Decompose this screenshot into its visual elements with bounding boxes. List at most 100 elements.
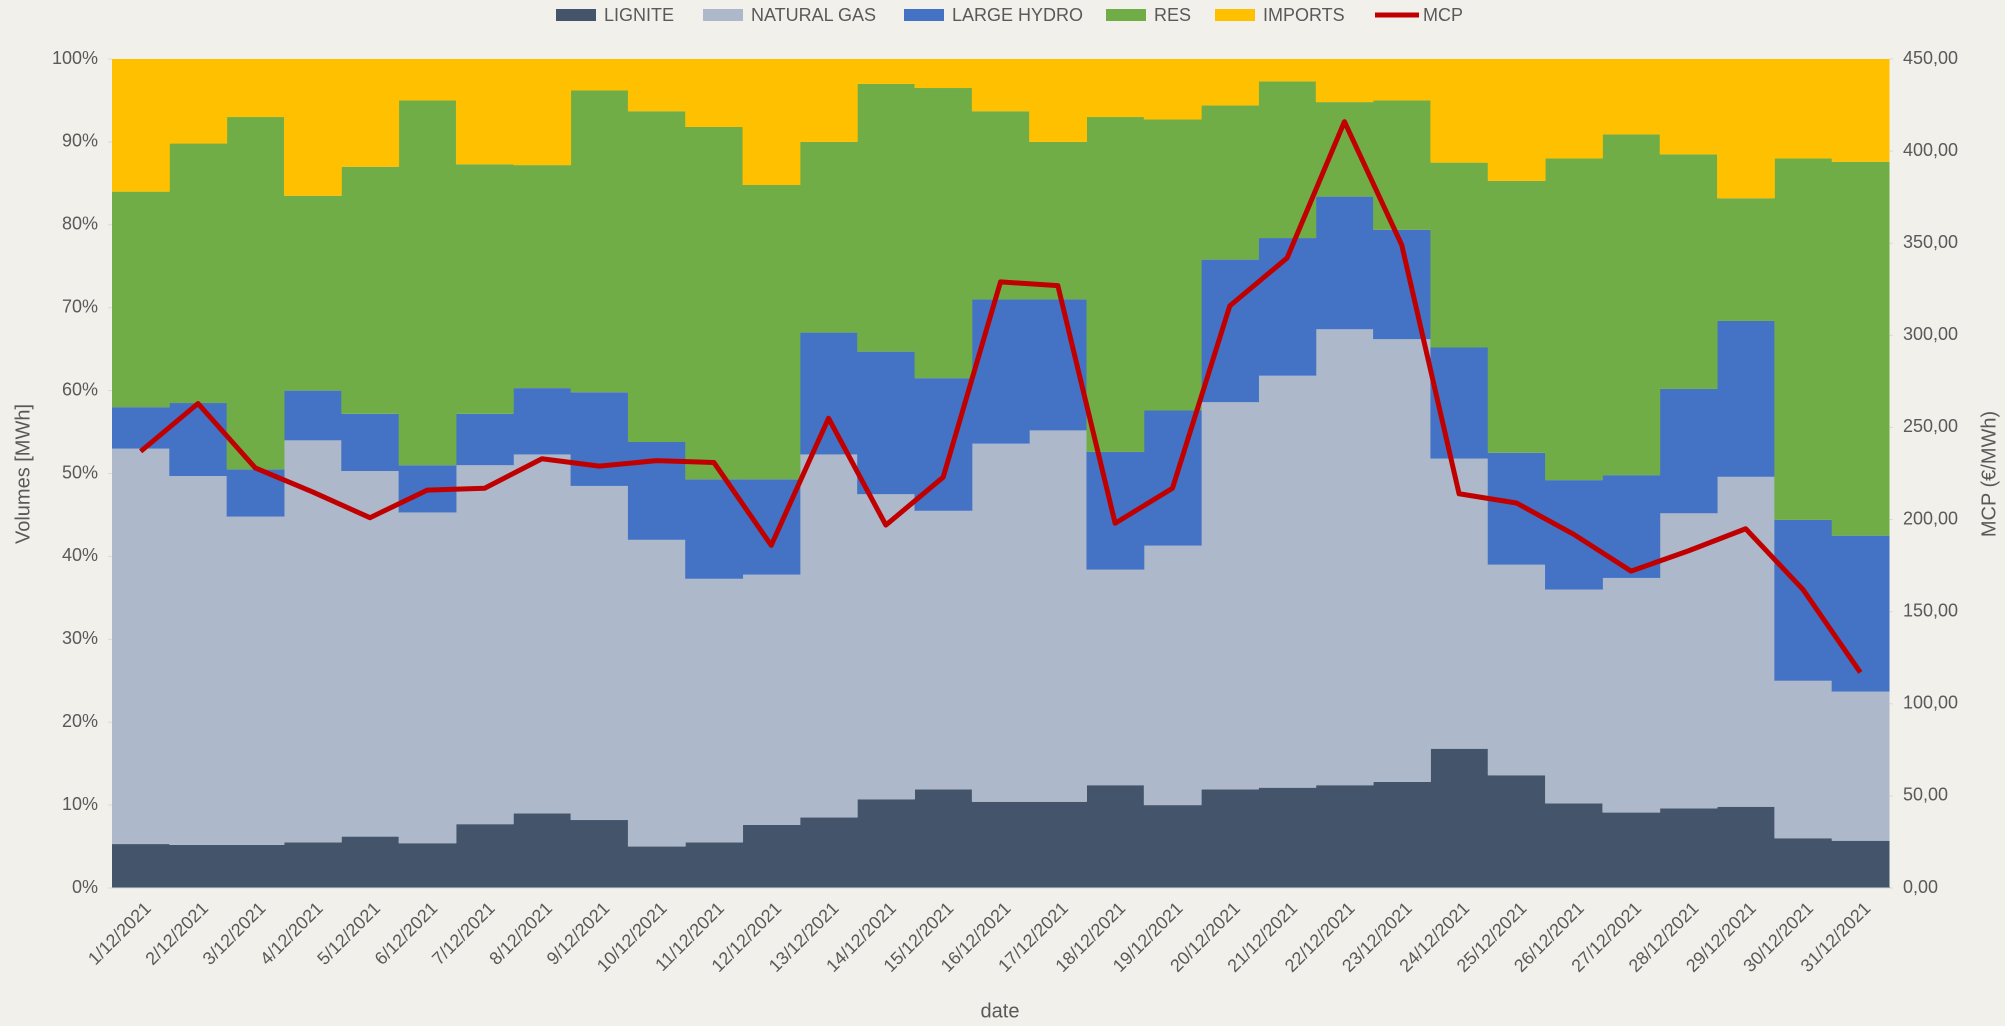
bar-segment <box>341 59 400 167</box>
y-tick-label: 70% <box>62 296 98 316</box>
bar-segment <box>226 59 285 118</box>
y-tick-label: 90% <box>62 131 98 151</box>
bar-segment <box>1602 134 1661 476</box>
bar-segment <box>1659 513 1718 809</box>
bar-segment <box>799 817 858 888</box>
bar-segment <box>1086 785 1145 888</box>
bar-segment <box>1373 100 1431 230</box>
bar-segment <box>1774 680 1833 839</box>
y2-tick-label: 200,00 <box>1903 508 1958 528</box>
bar-segment <box>1487 775 1546 888</box>
bar-segment <box>685 59 744 127</box>
bar-segment <box>1659 808 1718 888</box>
bar-segment <box>1487 564 1546 776</box>
bar-segment <box>742 59 801 186</box>
bar-segment <box>455 824 514 888</box>
bar-segment <box>1315 102 1374 197</box>
legend-label: MCP <box>1423 5 1463 25</box>
bar-segment <box>455 413 514 466</box>
bar-segment <box>570 485 629 821</box>
bar-segment <box>1831 161 1890 536</box>
bar-segment <box>1373 781 1431 888</box>
bar-segment <box>1831 59 1890 162</box>
bar-segment <box>1545 59 1603 159</box>
y2-tick-label: 400,00 <box>1903 140 1958 160</box>
bar-segment <box>971 111 1030 300</box>
bar-segment <box>1545 158 1603 481</box>
bar-segment <box>1430 458 1489 749</box>
bar-segment <box>1545 803 1603 888</box>
bar-segment <box>685 479 744 579</box>
bar-segment <box>1315 785 1374 888</box>
bar-segment <box>169 59 228 144</box>
bar-segment <box>627 441 686 540</box>
bar-segment <box>513 388 572 455</box>
bar-segment <box>112 844 170 888</box>
bar-segment <box>513 454 572 814</box>
bar-segment <box>1717 806 1775 888</box>
bar-segment <box>1774 59 1833 159</box>
legend-swatch <box>904 9 944 21</box>
legend-label: NATURAL GAS <box>751 5 876 25</box>
y2-tick-label: 450,00 <box>1903 48 1958 68</box>
bar-segment <box>1143 545 1202 806</box>
bar-segment <box>1602 812 1661 888</box>
bar-segment <box>627 846 686 888</box>
bar-segment <box>627 59 686 112</box>
bar-segment <box>1430 162 1489 348</box>
bar-segment <box>742 479 801 575</box>
bar-segment <box>971 443 1030 802</box>
bar-segment <box>169 403 228 476</box>
legend-label: LARGE HYDRO <box>952 5 1083 25</box>
bar-segment <box>570 820 629 888</box>
bar-segment <box>226 844 285 888</box>
bar-segment <box>914 789 973 888</box>
bar-segment <box>570 90 629 393</box>
bar-segment <box>685 126 744 480</box>
legend-swatch <box>556 9 596 21</box>
bar-segment <box>1086 569 1145 786</box>
bar-segment <box>742 824 801 888</box>
bar-segment <box>1487 180 1546 453</box>
bar-segment <box>1086 117 1145 452</box>
bar-segment <box>169 475 228 845</box>
bar-segment <box>971 299 1030 444</box>
bar-segment <box>1831 535 1890 692</box>
bar-segment <box>1201 402 1259 790</box>
legend-swatch <box>1215 9 1255 21</box>
bar-segment <box>1201 105 1259 260</box>
bar-segment <box>1717 198 1775 321</box>
y-tick-label: 80% <box>62 214 98 234</box>
bar-segment <box>169 143 228 404</box>
bar-segment <box>1717 59 1775 199</box>
bar-segment <box>1659 388 1718 514</box>
bar-segment <box>1545 589 1603 804</box>
y-tick-label: 60% <box>62 379 98 399</box>
y-tick-label: 40% <box>62 545 98 565</box>
bar-segment <box>1487 59 1546 181</box>
y-tick-label: 30% <box>62 628 98 648</box>
bar-segment <box>1430 59 1489 163</box>
line <box>139 119 1863 674</box>
bar-segment <box>914 510 973 790</box>
bar-segment <box>398 59 457 101</box>
bar-segment <box>283 842 342 888</box>
bar-segment <box>627 539 686 847</box>
bar-segment <box>685 578 744 843</box>
y2-tick-label: 350,00 <box>1903 232 1958 252</box>
legend-label: IMPORTS <box>1263 5 1345 25</box>
bar-segment <box>341 413 400 472</box>
bar-segment <box>341 166 400 414</box>
legend-label: RES <box>1154 5 1191 25</box>
bar-segment <box>742 185 801 480</box>
bar-segment <box>112 407 170 449</box>
bar-segment <box>513 59 572 166</box>
bar-segment <box>857 83 916 352</box>
bar-segment <box>112 448 170 845</box>
bar-segment <box>1774 838 1833 888</box>
bar-segment <box>1315 196 1374 330</box>
bar-segment <box>1831 691 1890 841</box>
bar-segment <box>455 164 514 414</box>
bar-segment <box>112 191 170 408</box>
